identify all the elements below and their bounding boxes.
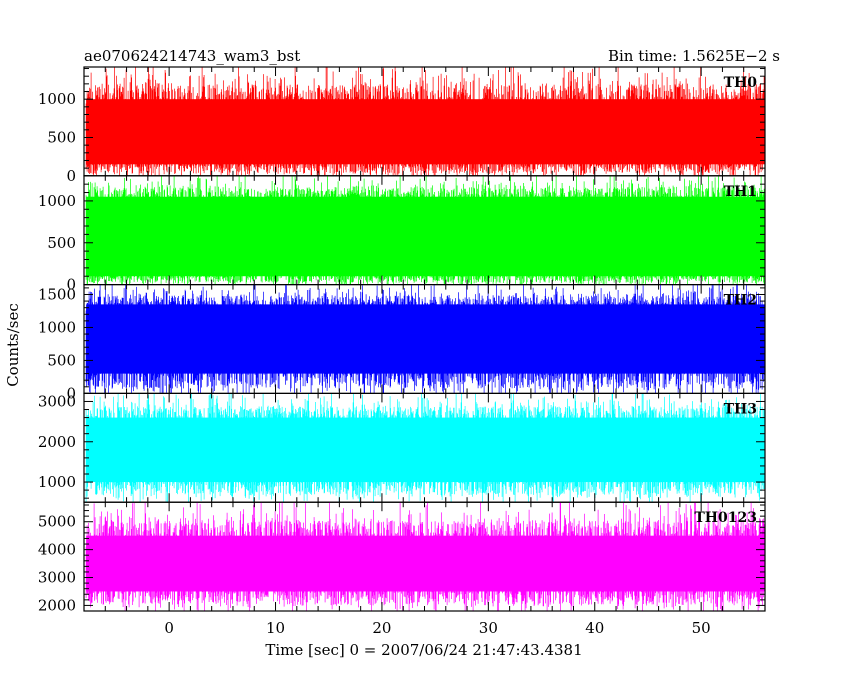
y-tick-label: 1000 (38, 192, 76, 210)
y-tick-label: 500 (47, 351, 76, 369)
series-line-th2 (85, 284, 765, 394)
x-tick-label: 10 (266, 619, 285, 637)
y-tick-label: 3000 (38, 569, 76, 587)
panel-label: TH0 (724, 75, 758, 91)
panel-th0123: 2000 3000 4000 5000 TH0123 (38, 501, 766, 614)
y-tick-label: 0 (66, 384, 76, 402)
x-tick-label: 50 (692, 619, 711, 637)
panel-label: TH3 (724, 401, 757, 417)
panel-th2: 0 500 1000 1500 TH2 (38, 284, 766, 402)
y-tick-label: 2000 (38, 596, 76, 614)
series-line-th0123 (85, 502, 765, 612)
source-name: ae070624214743_wam3_bst (84, 47, 300, 65)
y-tick-label: 1000 (38, 473, 76, 491)
y-tick-label: 500 (47, 128, 76, 146)
panels-group: 0 500 1000 TH0 0 500 1000 TH1 0 500 1000 1500 TH2 100… (38, 66, 766, 614)
y-tick-label: 3000 (38, 392, 76, 410)
x-axis-label: Time [sec] 0 = 2007/06/24 21:47:43.4381 (265, 641, 582, 659)
y-tick-label: 1000 (38, 318, 76, 336)
y-tick-label: 4000 (38, 541, 76, 559)
panel-th1: 0 500 1000 TH1 (38, 175, 766, 294)
panel-label: TH2 (724, 293, 757, 309)
x-tick-label: 20 (372, 619, 391, 637)
series-line-th1 (85, 175, 765, 285)
bin-time: Bin time: 1.5625E−2 s (608, 47, 780, 65)
series-line-th0 (85, 67, 765, 176)
y-tick-label: 1000 (38, 90, 76, 108)
y-tick-label: 2000 (38, 433, 76, 451)
y-tick-label: 5000 (38, 513, 76, 531)
y-tick-label: 1500 (38, 285, 76, 303)
x-tick-label: 40 (585, 619, 604, 637)
y-axis-label: Counts/sec (4, 303, 22, 387)
series-line-th3 (85, 393, 765, 503)
panel-label: TH0123 (694, 510, 757, 526)
x-tick-label: 30 (479, 619, 498, 637)
y-tick-label: 0 (66, 276, 76, 294)
y-tick-label: 0 (66, 167, 76, 185)
x-axis: 0 10 20 30 40 50 (164, 619, 710, 637)
panel-label: TH1 (724, 184, 757, 200)
x-tick-label: 0 (164, 619, 174, 637)
panel-th0: 0 500 1000 TH0 (38, 66, 766, 185)
panel-th3: 1000 2000 3000 TH3 (38, 392, 766, 503)
y-tick-label: 500 (47, 234, 76, 252)
